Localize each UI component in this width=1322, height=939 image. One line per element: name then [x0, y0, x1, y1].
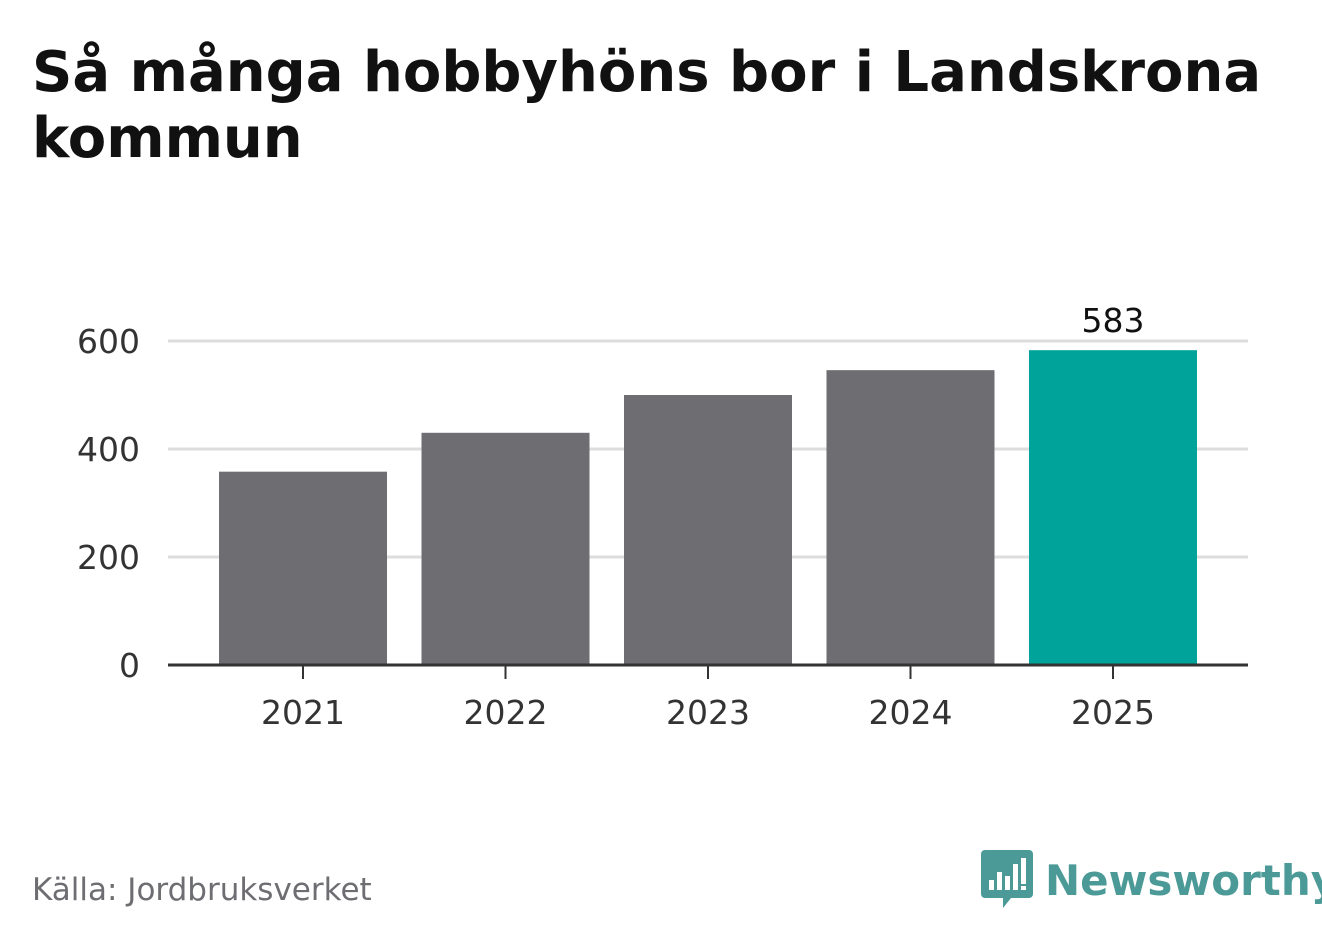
x-axis-ticks: 2021 2022 2023 2024 2025: [261, 665, 1155, 732]
source-note: Källa: Jordbruksverket: [32, 872, 372, 908]
bar-chart: 0 200 400 600 2021 2022 2023 2024 2025 583: [77, 301, 1248, 732]
newsworthy-logo-icon: [981, 850, 1033, 908]
bar-2025: [1029, 350, 1197, 665]
y-tick-label: 0: [119, 646, 140, 685]
bar-2021: [219, 471, 387, 665]
x-tick-label: 2025: [1071, 693, 1155, 732]
newsworthy-logo-text: Newsworthy: [1045, 855, 1322, 905]
y-tick-label: 400: [77, 430, 140, 469]
data-labels: 583: [1082, 301, 1145, 340]
y-tick-label: 200: [77, 538, 140, 577]
bar-2022: [421, 432, 590, 665]
x-tick-label: 2024: [869, 693, 953, 732]
bar-2023: [624, 395, 792, 665]
x-tick-label: 2021: [261, 693, 345, 732]
bar-2024: [826, 370, 995, 665]
bars: [219, 350, 1197, 665]
y-axis-ticks: 0 200 400 600: [77, 322, 140, 685]
newsworthy-logo: Newsworthy: [981, 850, 1322, 910]
x-tick-label: 2022: [464, 693, 548, 732]
data-label-2025: 583: [1082, 301, 1145, 340]
y-tick-label: 600: [77, 322, 140, 361]
x-tick-label: 2023: [666, 693, 750, 732]
chart-title: Så många hobbyhöns bor i Landskrona komm…: [32, 40, 1262, 171]
